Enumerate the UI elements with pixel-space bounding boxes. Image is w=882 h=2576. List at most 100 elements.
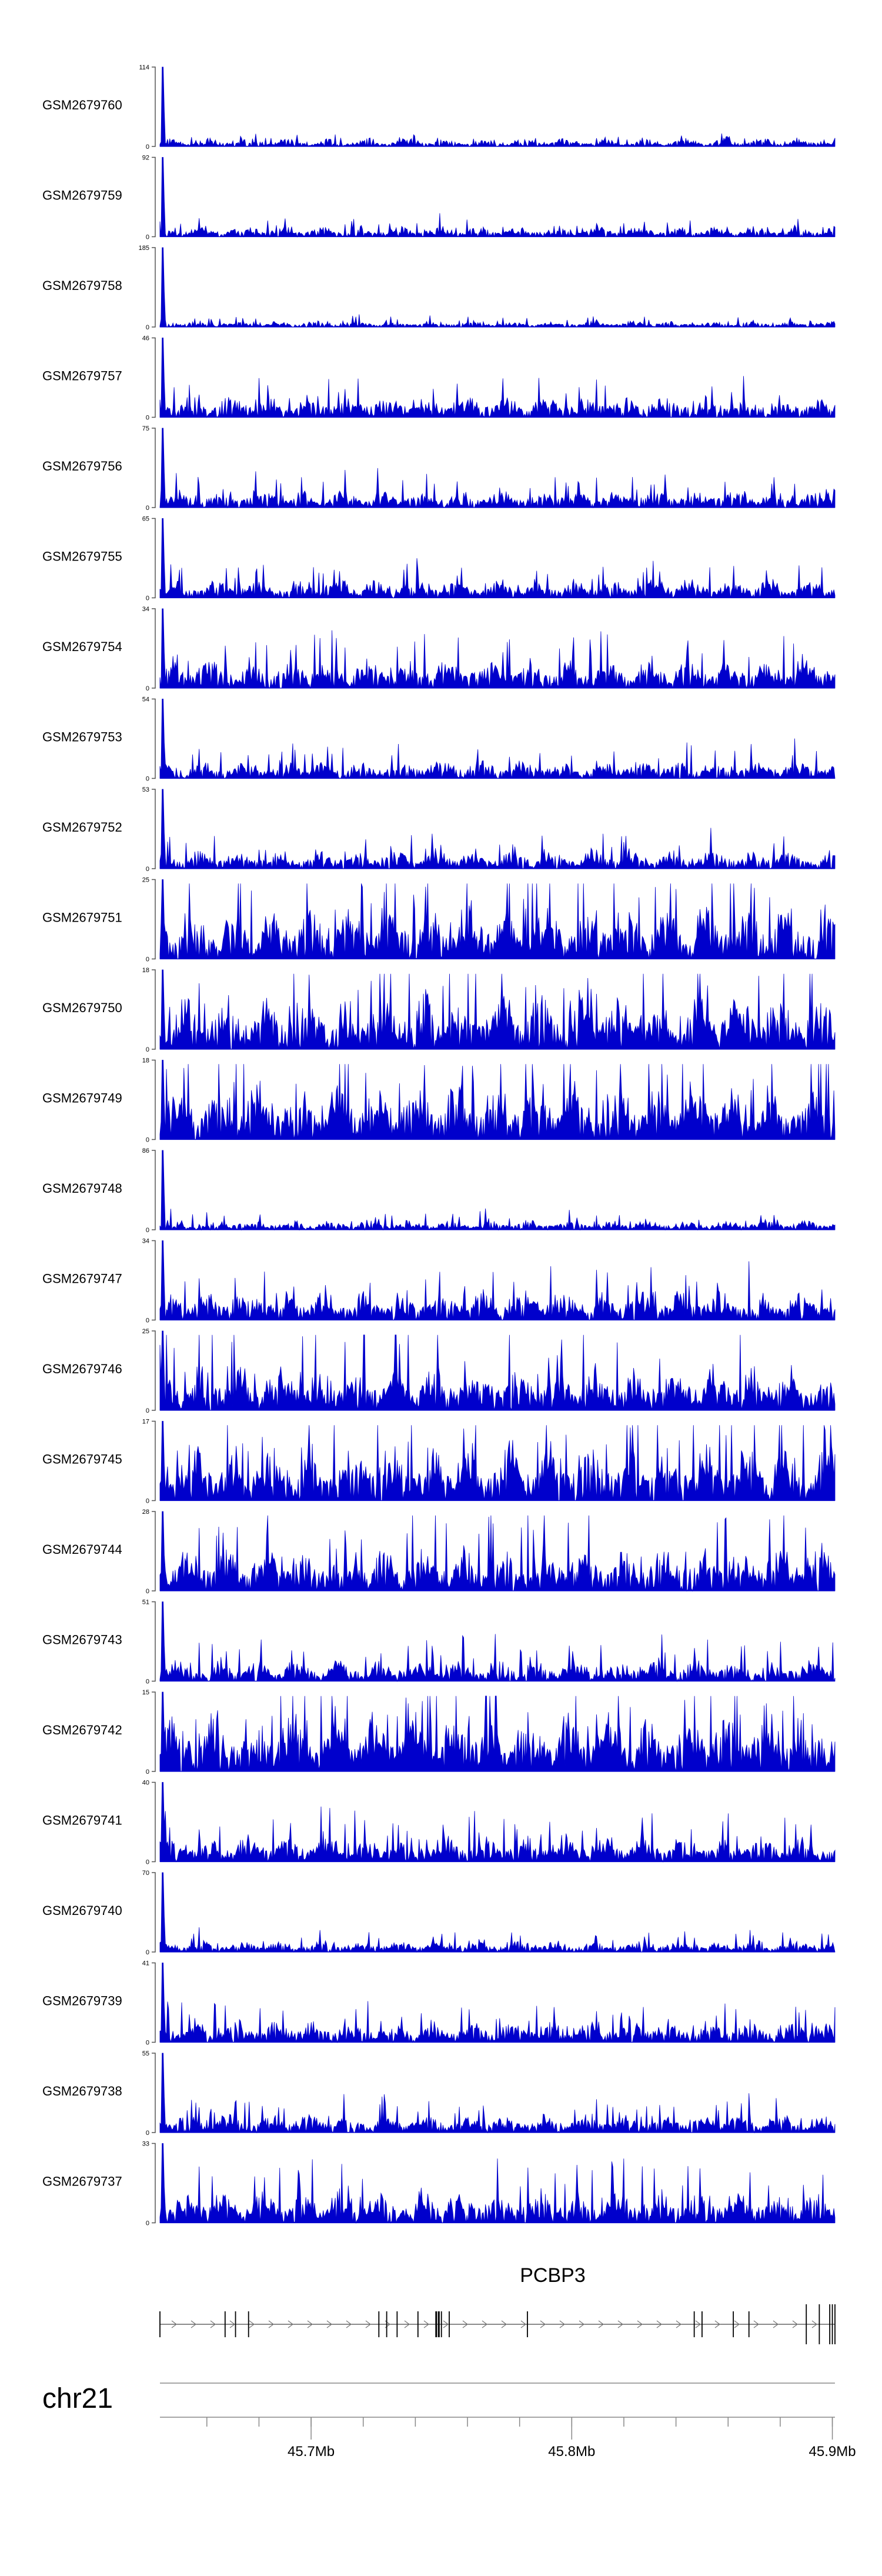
y-min-label: 0 <box>146 1227 149 1234</box>
coverage-series <box>159 1150 836 1231</box>
coverage-series <box>159 1511 836 1592</box>
y-max-label: 53 <box>142 786 149 793</box>
track-name-label: GSM2679750 <box>42 1000 122 1015</box>
coverage-track: GSM2679755 65 0 <box>42 516 836 602</box>
coverage-series <box>159 157 836 238</box>
y-max-label: 17 <box>142 1419 149 1426</box>
track-name-label: GSM2679745 <box>42 1452 122 1467</box>
y-max-label: 18 <box>142 967 149 974</box>
track-name-label: GSM2679753 <box>42 730 122 745</box>
y-axis-bracket <box>152 518 156 599</box>
y-min-label: 0 <box>146 1137 149 1144</box>
coverage-series <box>159 1601 836 1683</box>
coverage-track: GSM2679737 33 0 <box>42 2141 836 2227</box>
chromosome-label: chr21 <box>42 2383 113 2414</box>
y-min-label: 0 <box>146 1498 149 1505</box>
track-name-label: GSM2679743 <box>42 1633 122 1647</box>
strand-arrow-icon <box>249 2320 255 2328</box>
strand-arrow-icon <box>443 2320 449 2328</box>
y-max-label: 34 <box>142 606 149 613</box>
coverage-series <box>159 1782 836 1863</box>
y-max-label: 40 <box>142 1780 149 1787</box>
y-max-label: 28 <box>142 1509 149 1516</box>
strand-arrow-icon <box>191 2320 196 2328</box>
y-axis-bracket <box>152 1781 156 1863</box>
y-max-label: 15 <box>142 1689 149 1696</box>
track-name-label: GSM2679746 <box>42 1362 122 1376</box>
strand-arrow-icon <box>695 2320 701 2328</box>
y-axis-bracket <box>152 1511 156 1591</box>
coverage-series <box>159 1872 836 1953</box>
coverage-track: GSM2679759 92 0 <box>42 155 836 241</box>
genome-axis: chr21 45.7Mb 45.8Mb 45.9Mb <box>42 2383 856 2460</box>
coverage-series <box>159 247 836 328</box>
strand-arrow-icon <box>482 2320 487 2328</box>
strand-arrow-icon <box>811 2320 817 2328</box>
coverage-track: GSM2679750 18 0 <box>42 967 836 1053</box>
y-axis-bracket <box>152 1330 156 1411</box>
y-max-label: 25 <box>142 1328 149 1335</box>
y-axis-bracket <box>152 1691 156 1772</box>
coverage-series <box>159 789 836 870</box>
y-max-label: 70 <box>142 1870 149 1877</box>
y-min-label: 0 <box>146 1949 149 1956</box>
axis-tick-label: 45.8Mb <box>548 2444 595 2460</box>
coverage-series <box>159 66 836 148</box>
y-min-label: 0 <box>146 1679 149 1686</box>
strand-arrow-icon <box>617 2320 623 2328</box>
coverage-track: GSM2679739 41 0 <box>42 1960 836 2047</box>
coverage-track: GSM2679751 25 0 <box>42 877 836 963</box>
strand-arrow-icon <box>210 2320 216 2328</box>
track-name-label: GSM2679752 <box>42 820 122 835</box>
y-max-label: 46 <box>142 335 149 342</box>
coverage-series <box>159 1691 836 1772</box>
coverage-series <box>159 608 836 689</box>
strand-arrow-icon <box>288 2320 293 2328</box>
track-name-label: GSM2679756 <box>42 459 122 473</box>
y-max-label: 54 <box>142 696 149 703</box>
track-name-label: GSM2679754 <box>42 639 122 654</box>
y-max-label: 33 <box>142 2141 149 2148</box>
y-min-label: 0 <box>146 324 149 331</box>
strand-arrow-icon <box>656 2320 662 2328</box>
y-min-label: 0 <box>146 595 149 602</box>
y-min-label: 0 <box>146 144 149 151</box>
strand-arrow-icon <box>540 2320 546 2328</box>
track-name-label: GSM2679759 <box>42 188 122 203</box>
strand-arrow-icon <box>462 2320 468 2328</box>
coverage-series <box>159 518 836 599</box>
strand-arrow-icon <box>171 2320 177 2328</box>
coverage-track: GSM2679741 40 0 <box>42 1780 836 1866</box>
coverage-series <box>159 1421 836 1501</box>
axis-tick-label: 45.7Mb <box>288 2444 335 2460</box>
strand-arrow-icon <box>676 2320 681 2328</box>
coverage-track: GSM2679742 15 0 <box>42 1689 836 1776</box>
y-axis-bracket <box>152 247 156 328</box>
y-axis-bracket <box>152 156 156 238</box>
y-max-label: 41 <box>142 1960 149 1967</box>
y-max-label: 86 <box>142 1147 149 1154</box>
coverage-series <box>159 1330 836 1411</box>
y-max-label: 25 <box>142 877 149 884</box>
strand-arrow-icon <box>734 2320 740 2328</box>
y-max-label: 114 <box>139 64 149 71</box>
strand-arrow-icon <box>559 2320 565 2328</box>
coverage-series <box>159 2053 836 2134</box>
y-min-label: 0 <box>146 2220 149 2227</box>
y-min-label: 0 <box>146 1588 149 1595</box>
coverage-tracks: GSM26797601140GSM2679759920GSM2679758185… <box>42 64 836 2227</box>
y-min-label: 0 <box>146 234 149 241</box>
y-max-label: 92 <box>142 155 149 162</box>
y-min-label: 0 <box>146 1407 149 1414</box>
track-name-label: GSM2679751 <box>42 910 122 925</box>
coverage-track: GSM2679747 34 0 <box>42 1238 836 1324</box>
strand-arrow-icon <box>423 2320 429 2328</box>
y-axis-bracket <box>152 2053 156 2133</box>
coverage-track: GSM2679740 70 0 <box>42 1870 836 1956</box>
strand-arrow-icon <box>579 2320 584 2328</box>
coverage-track: GSM2679752 53 0 <box>42 786 836 873</box>
y-max-label: 185 <box>139 245 149 252</box>
y-axis-bracket <box>152 969 156 1050</box>
y-axis-bracket <box>152 789 156 869</box>
coverage-track: GSM2679749 18 0 <box>42 1057 836 1144</box>
